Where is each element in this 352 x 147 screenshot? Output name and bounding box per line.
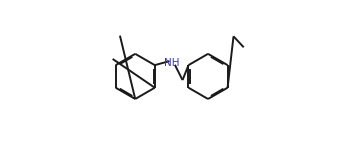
Text: NH: NH — [164, 58, 180, 68]
